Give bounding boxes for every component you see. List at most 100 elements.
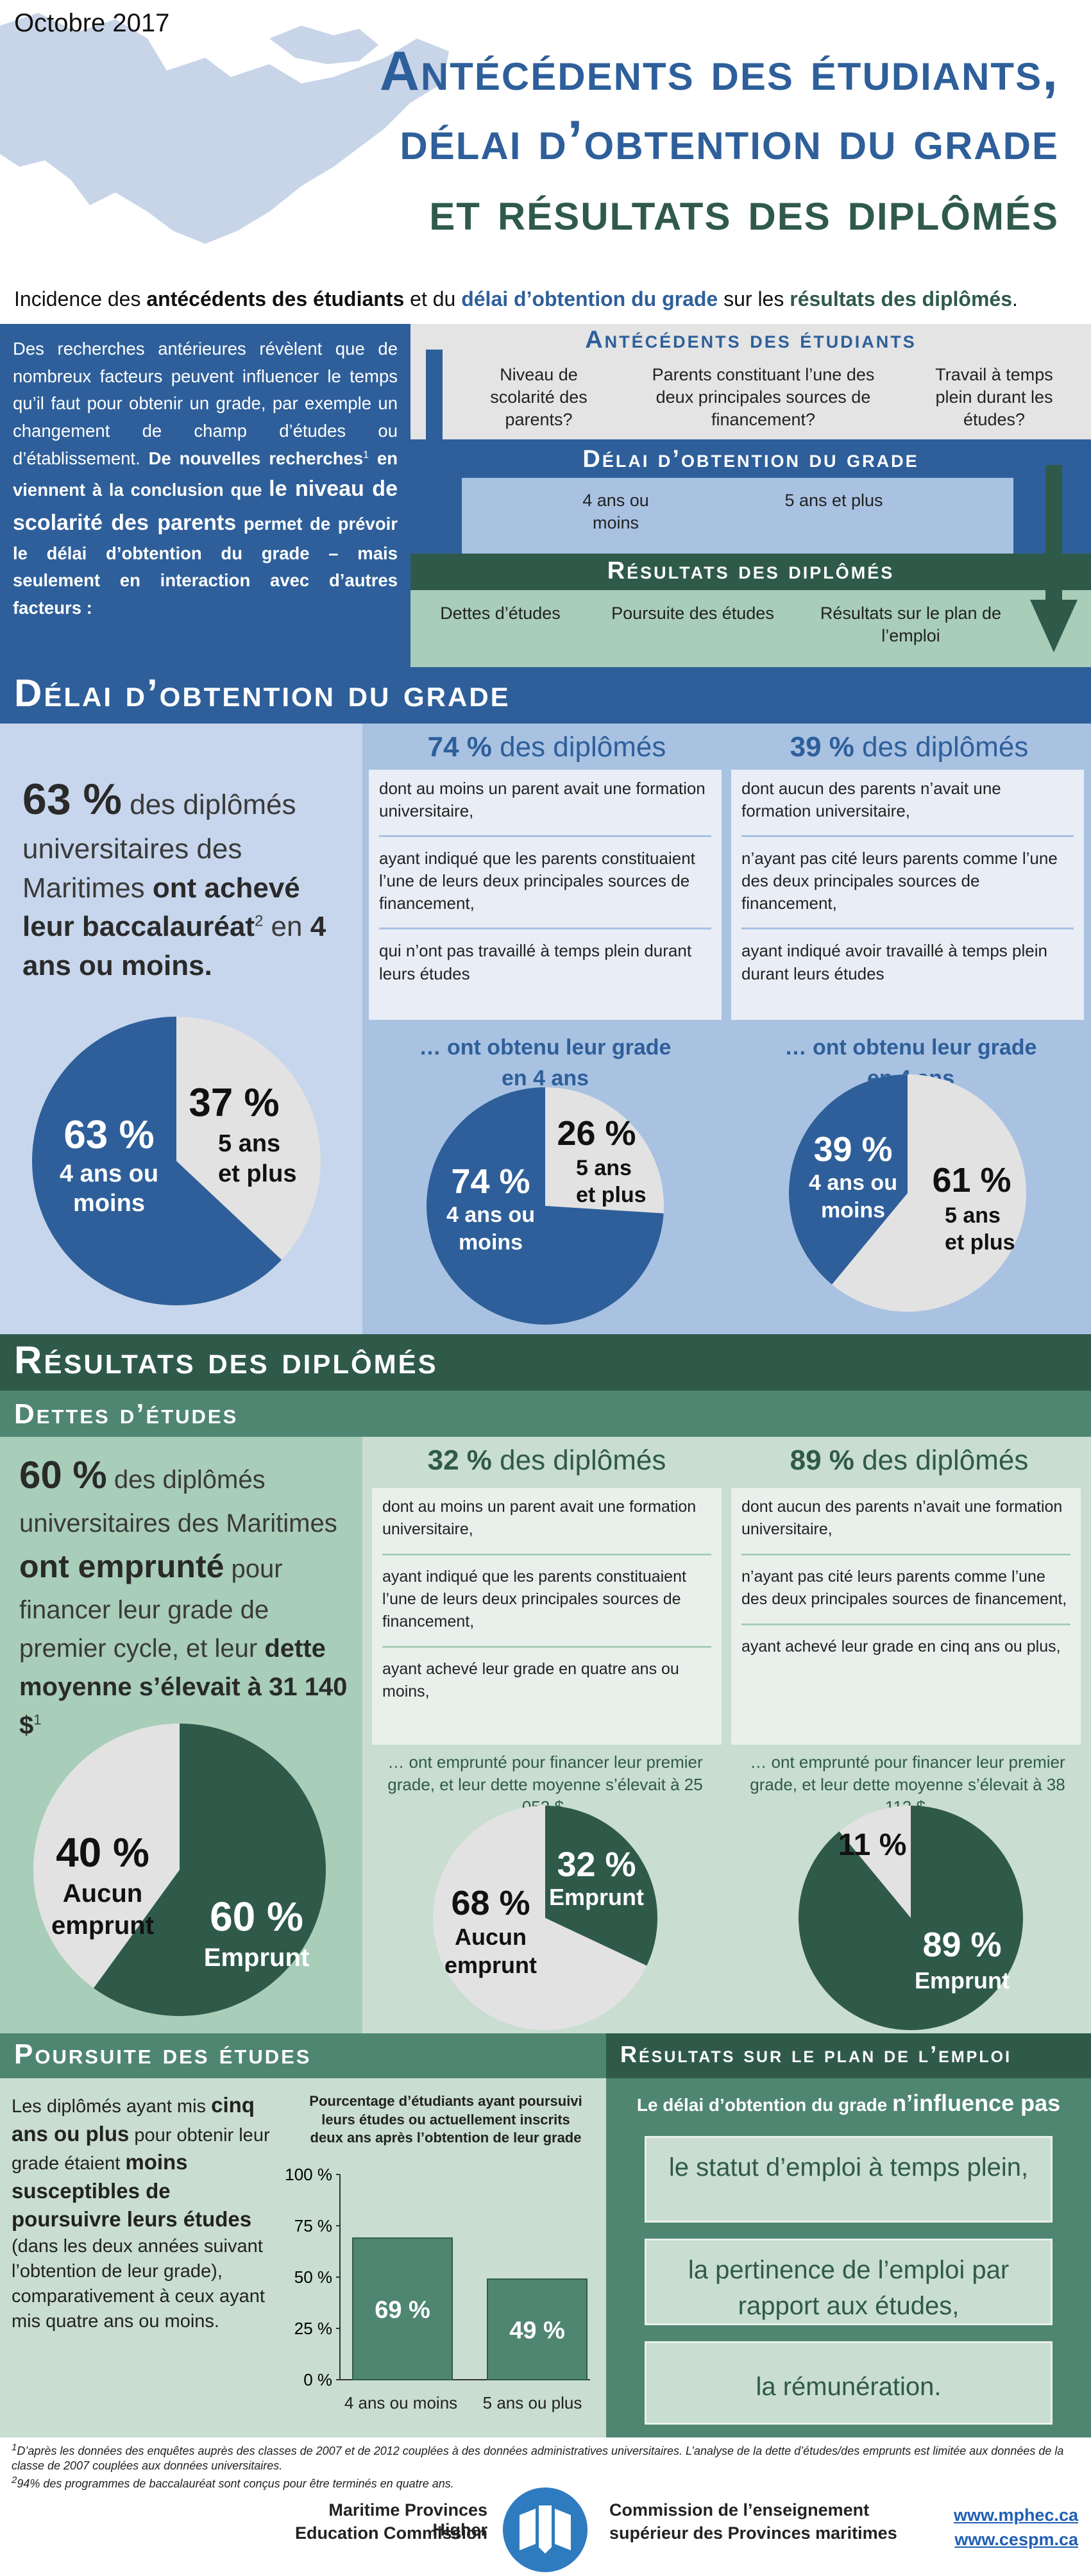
emploi-item-3: la rémunération.	[645, 2341, 1053, 2425]
delai-col1-item-3: qui n’ont pas travaillé à temps plein du…	[379, 941, 692, 983]
resultats-section: Résultats des diplômés Dettes d’études 6…	[0, 1334, 1091, 2033]
framework-arrows	[413, 350, 1078, 652]
y-tick-label: 50 %	[294, 2267, 332, 2287]
poursuite-section: Poursuite des études Les diplômés ayant …	[0, 2033, 606, 2437]
y-tick-label: 100 %	[285, 2165, 332, 2184]
pie-a-pct: 74 %	[451, 1162, 530, 1201]
dettes-col2-item-3: ayant achevé leur grade en cinq ans ou p…	[741, 1638, 1061, 1656]
delai-col2-pie: 39 % 4 ans ou moins 61 % 5 ans et plus	[789, 1074, 1026, 1312]
delai-main-text: 63 % des diplômés universitaires des Mar…	[22, 775, 326, 981]
poursuite-title: Poursuite des études	[14, 2038, 312, 2070]
bar-label-5-ans: 49 %	[509, 2318, 565, 2344]
pie-slice-a	[427, 1087, 664, 1325]
pie-a-label-2: moins	[821, 1198, 885, 1223]
pie-b-label-1: 5 ans	[218, 1130, 280, 1157]
antecedents-item-3: Travail à temps plein durant les études?	[935, 365, 1053, 430]
dettes-main-pie: 60 % Emprunt 40 % Aucun emprunt	[33, 1724, 326, 2016]
pie-slice-a	[545, 1806, 657, 1966]
pie-b-pct: 26 %	[557, 1114, 636, 1153]
dettes-col1-box: dont au moins un parent avait une format…	[372, 1488, 722, 1745]
pie-a-pct: 60 %	[210, 1894, 303, 1940]
resultats-section-title: Résultats des diplômés	[14, 1339, 438, 1382]
pie-slice-a	[799, 1806, 1023, 2030]
dettes-col1-caption: … ont emprunté pour financer leur premie…	[387, 1752, 703, 1817]
pie-slice-a	[93, 1724, 326, 2016]
pie-b-label-2: et plus	[218, 1160, 296, 1187]
resultats-item-3: Résultats sur le plan de l’emploi	[820, 604, 1002, 646]
link-cespm[interactable]: www.cespm.ca	[954, 2530, 1078, 2549]
mphec-logo-icon	[503, 2487, 588, 2572]
pie-a-pct: 32 %	[557, 1845, 636, 1884]
pie-b-label-1: Aucun	[455, 1924, 527, 1950]
dettes-col1-heading: 32 % des diplômés	[427, 1445, 666, 1476]
arrow-left-icon	[413, 350, 455, 536]
pie-b-label-2: emprunt	[51, 1911, 154, 1940]
antecedents-item-2: Parents constituant l’une des deux princ…	[652, 365, 875, 430]
intro-panel: Des recherches antérieures révèlent que …	[0, 324, 410, 667]
delai-col2-item-3: ayant indiqué avoir travaillé à temps pl…	[741, 941, 1047, 983]
pie-b-label-2: et plus	[945, 1230, 1015, 1255]
delai-item-1: 4 ans ou moins	[582, 491, 649, 533]
delai-col1-heading: 74 % des diplômés	[427, 731, 666, 763]
pie-b-pct: 37 %	[189, 1081, 279, 1125]
subtitle: Incidence des antécédents des étudiants …	[14, 287, 1018, 310]
resultats-title: Résultats des diplômés	[607, 557, 895, 584]
pie-a-label-1: 4 ans ou	[809, 1171, 897, 1195]
org-name-en-line2: Education Commission	[294, 2523, 487, 2543]
delai-col1-pie: 74 % 4 ans ou moins 26 % 5 ans et plus	[427, 1087, 664, 1325]
emploi-header	[606, 2033, 1091, 2078]
header: Octobre 2017 Antécédents des étudiants, …	[0, 0, 1091, 276]
y-tick-label: 75 %	[294, 2216, 332, 2235]
pie-a-label-1: 4 ans ou	[446, 1203, 535, 1227]
pie-a-label: Emprunt	[915, 1967, 1010, 1994]
delai-col2-item-1: dont aucun des parents n’avait une forma…	[741, 777, 1074, 838]
pie-b-label-1: 5 ans	[945, 1203, 1001, 1228]
pie-a-label: Emprunt	[204, 1944, 309, 1972]
antecedents-title: Antécédents des étudiants	[585, 326, 917, 353]
delai-title: Délai d’obtention du grade	[582, 446, 919, 473]
pie-a-pct: 63 %	[63, 1113, 154, 1157]
pie-a-pct: 39 %	[813, 1130, 892, 1169]
delai-col2-box: dont aucun des parents n’avait une forma…	[731, 770, 1084, 1020]
pie-b-label-1: Aucun	[63, 1879, 142, 1908]
x-tick-5-ans: 5 ans ou plus	[483, 2393, 582, 2412]
pie-a-label-2: moins	[459, 1230, 523, 1255]
bar-4-ans	[352, 2237, 453, 2380]
resultats-item-1: Dettes d’études	[440, 604, 561, 623]
bar-label-4-ans: 69 %	[375, 2297, 430, 2324]
delai-section-header	[0, 667, 1091, 724]
delai-band-light	[462, 478, 1013, 554]
pie-a-label-2: moins	[73, 1190, 145, 1217]
delai-section: Délai d’obtention du grade 63 % des dipl…	[0, 667, 1091, 1334]
report-date: Octobre 2017	[14, 9, 170, 37]
poursuite-header	[0, 2033, 606, 2078]
bar-5-ans	[487, 2278, 588, 2380]
y-tick-label: 0 %	[303, 2370, 332, 2389]
emploi-lead: Le délai d’obtention du grade n’influenc…	[636, 2090, 1061, 2116]
chart-title: Pourcentage d’étudiants ayant poursuivi …	[309, 2093, 582, 2146]
dettes-col2-heading: 89 % des diplômés	[790, 1445, 1029, 1476]
pie-a-label: Emprunt	[549, 1884, 644, 1910]
dettes-col1-item-3: ayant achevé leur grade en quatre ans ou…	[382, 1660, 679, 1700]
pie-b-pct: 11 %	[838, 1828, 907, 1862]
dettes-col2-box: dont aucun des parents n’avait une forma…	[731, 1488, 1081, 1745]
delai-col1-box: dont au moins un parent avait une format…	[369, 770, 722, 1020]
delai-col1-item-1: dont au moins un parent avait une format…	[379, 777, 711, 838]
y-tick-label: 25 %	[294, 2319, 332, 2338]
poursuite-text: Les diplômés ayant mis cinq ans ou plus …	[12, 2093, 270, 2332]
emploi-item-2: la pertinence de l’emploi par rapport au…	[645, 2239, 1053, 2325]
emploi-title: Résultats sur le plan de l’emploi	[620, 2041, 1012, 2067]
pie-slice-a	[32, 1017, 282, 1305]
footnotes: 1D’après les données des enquêtes auprès…	[12, 2442, 1064, 2490]
link-mphec[interactable]: www.mphec.ca	[953, 2505, 1078, 2525]
dettes-title: Dettes d’études	[14, 1398, 239, 1430]
arrow-right-icon	[1030, 465, 1078, 652]
dettes-col2-item-1: dont aucun des parents n’avait une forma…	[741, 1496, 1070, 1555]
dettes-main-text: 60 % des diplômés universitaires des Mar…	[19, 1453, 348, 1740]
page-title-line1: Antécédents des étudiants,	[379, 40, 1059, 102]
page-title-line2: délai d’obtention du grade	[400, 110, 1059, 171]
pie-b-pct: 40 %	[56, 1829, 149, 1876]
delai-section-title: Délai d’obtention du grade	[14, 672, 511, 715]
pie-b-label-2: et plus	[576, 1183, 647, 1207]
dettes-header	[0, 1397, 1091, 1436]
